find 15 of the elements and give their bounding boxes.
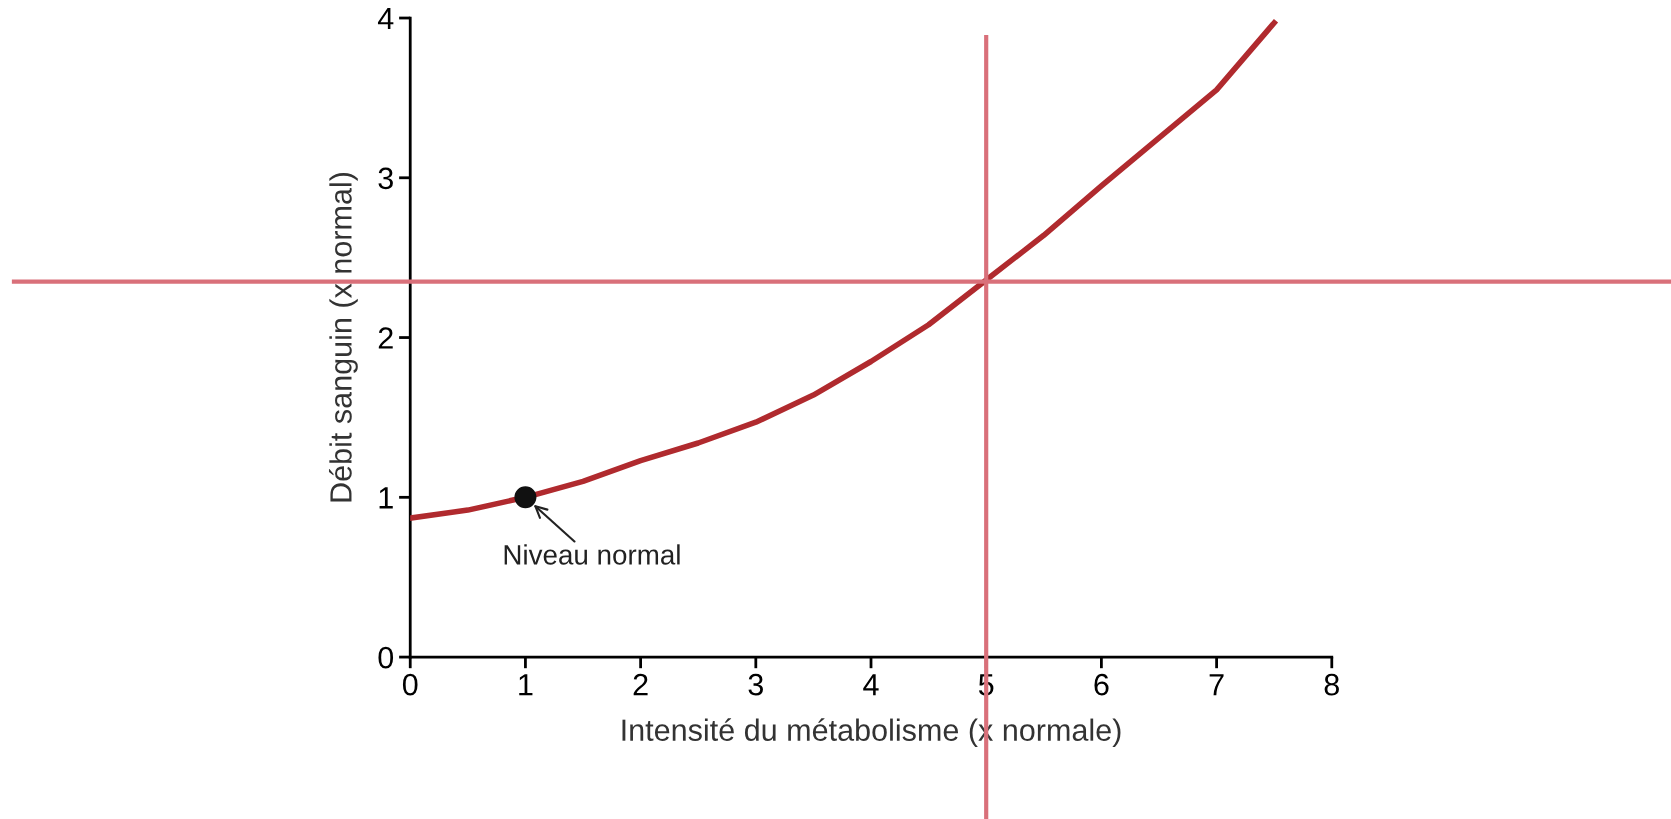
x-tick-label: 6	[1094, 673, 1109, 696]
y-axis-title: Débit sanguin (x normal)	[328, 173, 358, 502]
y-tick-label: 1	[379, 487, 393, 509]
x-tick-label: 0	[402, 673, 418, 696]
annotation: Niveau normal	[504, 544, 680, 565]
y-tick-label: 3	[378, 167, 393, 190]
x-tick-label: 7	[1209, 674, 1224, 696]
x-tick-label: 4	[863, 674, 879, 696]
x-tick-label: 8	[1324, 673, 1339, 696]
y-tick-label: 4	[377, 8, 394, 30]
y-tick-label: 2	[378, 327, 393, 349]
x-tick-label: 2	[633, 673, 648, 696]
x-tick-label: 1	[519, 674, 533, 696]
y-tick-label: 0	[378, 646, 394, 669]
x-tick-label: 3	[748, 673, 763, 696]
